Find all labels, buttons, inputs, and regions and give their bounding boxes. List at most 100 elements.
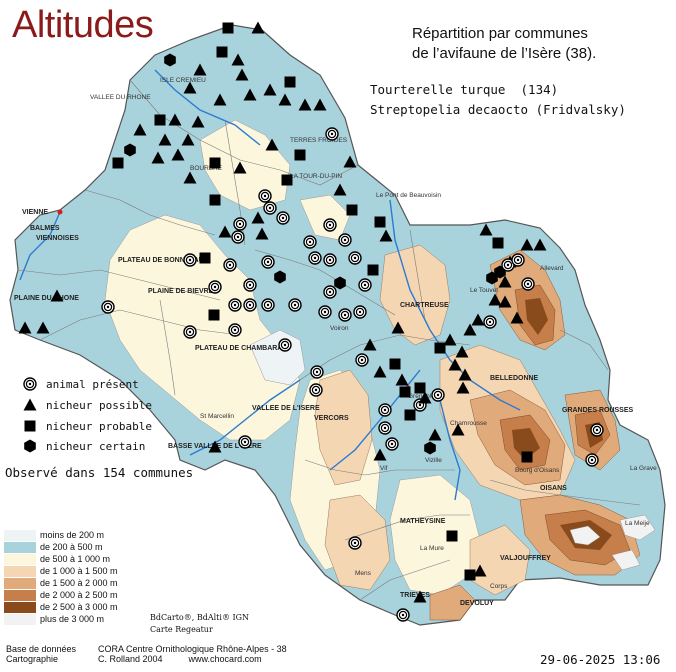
subtitle-line-2: de l’avifaune de l’Isère (38). [412,45,597,62]
altitude-swatch [4,530,36,541]
marker-animal-present [511,253,525,267]
observed-count: Observé dans 154 communes [5,465,194,480]
marker-animal-present [310,365,324,379]
marker-animal-present [243,278,257,292]
marker-animal-present [228,323,242,337]
marker-animal-present [238,435,252,449]
marker-animal-present [338,233,352,247]
marker-animal-present [521,277,535,291]
altitude-swatch [4,542,36,553]
marker-animal-present [258,189,272,203]
label-chambaran: PLATEAU DE CHAMBARAN [195,345,287,352]
marker-animal-present [318,305,332,319]
footer-values: CORA Centre Ornithologique Rhône-Alpes -… [98,644,287,664]
label-st-marcellin: St Marcellin [200,413,234,420]
marker-nicheur-probable [446,530,458,542]
marker-animal-present [243,298,257,312]
vienne-city-dot [57,209,63,215]
marker-nicheur-probable [521,451,533,463]
altitude-legend-label: moins de 200 m [40,530,105,540]
label-la-tour-du-pin: LA TOUR-DU-PIN [290,173,342,180]
label-pont-de-beauvoisin: Le Pont de Beauvoisin [376,192,441,199]
marker-nicheur-probable [199,252,211,264]
label-grenoble: Grenoble [408,393,435,400]
label-la-mure: La Mure [420,545,444,552]
footer-carto-row: C. Rolland 2004 www.chocard.com [98,654,287,664]
label-allevard: Allevard [540,265,564,272]
marker-animal-present [590,423,604,437]
altitude-legend-label: de 500 à 1 000 m [40,554,111,564]
label-le-touvet: Le Touvet [470,287,498,294]
marker-animal-present [101,300,115,314]
marker-animal-present [309,383,323,397]
label-chamrousse: Chamrousse [450,420,487,427]
marker-nicheur-possible [251,21,265,34]
marker-animal-present [325,127,339,141]
marker-animal-present [183,253,197,267]
marker-animal-present [208,280,222,294]
marker-animal-present [288,298,302,312]
marker-animal-present [378,421,392,435]
label-vif: Vif [380,465,388,472]
marker-nicheur-probable [209,157,221,169]
altitude-swatch [4,578,36,589]
legend-present-label: animal présent [46,378,139,391]
legend-certain-label: nicheur certain [46,440,146,453]
altitude-2000-2500 [499,284,631,566]
footer-base-value: CORA Centre Ornithologique Rhône-Alpes -… [98,644,287,654]
label-valjouffrey: VALJOUFFREY [500,555,551,562]
altitude-swatch [4,554,36,565]
altitude-swatch [4,566,36,577]
label-plateau-bonnevaux: PLATEAU DE BONNEVAUX [118,257,209,264]
label-la-meije: La Meije [625,520,650,527]
marker-animal-present [348,536,362,550]
label-voiron: Voiron [330,325,349,332]
marker-animal-present [483,315,497,329]
marker-animal-present [431,388,445,402]
label-viennoises: VIENNOISES [36,235,79,242]
species-names: Tourterelle turque (134) Streptopelia dec… [370,80,626,120]
label-trieves: TRIEVES [400,592,430,599]
label-terres-froides: TERRES FROIDES [290,137,348,144]
marker-animal-present [323,285,337,299]
marker-nicheur-probable [414,382,426,394]
map-credits: BdCarto®, BdAlti® IGN Carte Regeatur [150,612,249,636]
footer-website: www.chocard.com [188,654,262,664]
credits-line-1: BdCarto®, BdAlti® IGN [150,613,250,622]
label-plaine-rhone: PLAINE DU RHONE [14,295,79,302]
altitude-legend-label: de 2 500 à 3 000 m [40,602,118,612]
label-devoluy: DEVOLUY [460,600,494,607]
label-oisans: OISANS [540,485,567,492]
marker-nicheur-probable [281,174,293,186]
map-title: Altitudes [12,4,154,46]
label-mens: Mens [355,570,372,577]
marker-animal-present [585,453,599,467]
footer-carto-label: Cartographie [6,654,59,664]
label-matheysine: MATHEYSINE [400,518,446,525]
label-corps: Corps [490,583,508,590]
footer-labels: Base de données Cartographie [6,644,76,664]
marker-nicheur-probable [209,194,221,206]
altitude-legend-label: de 1 000 à 1 500 m [40,566,118,576]
marker-animal-present [223,258,237,272]
label-vienne: VIENNE [22,209,48,216]
marker-animal-present [385,437,399,451]
marker-nicheur-probable [222,22,234,34]
label-balmes: BALMES [30,225,60,232]
marker-animal-present [183,325,197,339]
marker-nicheur-probable [294,149,306,161]
marker-animal-present [261,298,275,312]
label-vallee-du-rhone: VALLEE DU RHONE [90,94,151,101]
marker-animal-present [228,298,242,312]
footer-carto-value: C. Rolland 2004 [98,654,163,664]
species-common-name: Tourterelle turque (134) [370,82,559,97]
render-timestamp: 29-06-2025 13:06 [540,652,661,667]
marker-nicheur-probable [399,386,411,398]
triangle-icon [23,398,37,411]
marker-animal-present [278,338,292,352]
marker-nicheur-probable [404,409,416,421]
subtitle-line-1: Répartition par communes [412,25,588,42]
place-labels: VALLEE DU RHONE ISLE CREMIEU BOURBRE TER… [14,77,657,607]
marker-nicheur-probable [434,342,446,354]
